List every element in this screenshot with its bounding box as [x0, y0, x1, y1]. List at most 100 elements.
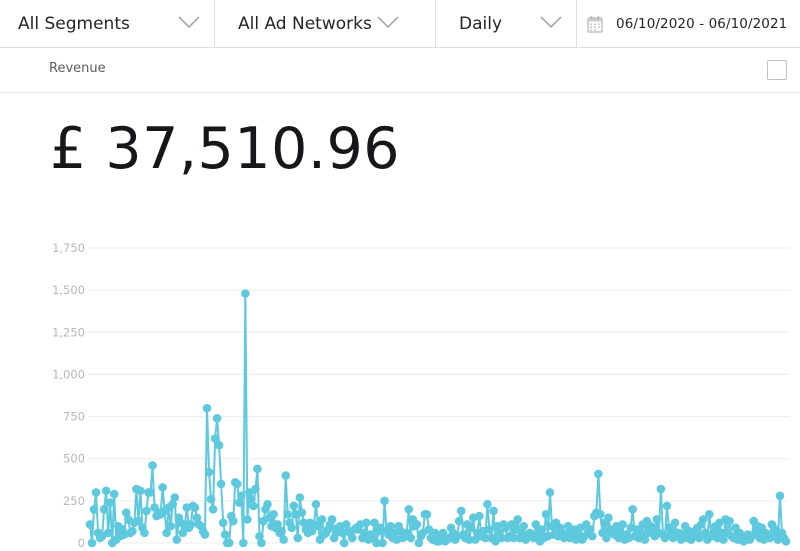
data-point[interactable] [497, 533, 506, 543]
data-point[interactable] [311, 499, 321, 509]
data-point[interactable] [263, 499, 272, 509]
data-point[interactable] [172, 535, 182, 544]
data-point[interactable] [99, 504, 109, 514]
data-point[interactable] [705, 510, 714, 519]
data-point[interactable] [109, 489, 119, 499]
data-point[interactable] [204, 467, 214, 477]
data-point[interactable] [545, 488, 555, 497]
granularity-dropdown[interactable]: Daily [436, 0, 577, 47]
data-point[interactable] [299, 518, 309, 528]
data-point[interactable] [142, 506, 151, 516]
data-point[interactable] [190, 503, 200, 512]
data-point[interactable] [232, 479, 242, 489]
data-point[interactable] [202, 403, 212, 413]
data-point[interactable] [208, 504, 218, 514]
data-point[interactable] [404, 504, 414, 514]
data-point[interactable] [313, 521, 323, 531]
data-point[interactable] [466, 523, 476, 533]
data-point[interactable] [253, 464, 262, 474]
data-point[interactable] [781, 537, 791, 546]
data-point[interactable] [370, 518, 379, 528]
data-point[interactable] [430, 528, 440, 538]
data-point[interactable] [220, 530, 230, 539]
data-point[interactable] [200, 530, 210, 539]
data-point[interactable] [216, 479, 226, 489]
data-point[interactable] [618, 520, 627, 529]
data-point[interactable] [307, 526, 317, 536]
data-point[interactable] [596, 510, 605, 519]
data-point[interactable] [454, 516, 464, 526]
data-point[interactable] [281, 471, 290, 480]
data-point[interactable] [293, 533, 303, 543]
data-point[interactable] [251, 484, 260, 494]
data-point[interactable] [380, 496, 389, 506]
data-point[interactable] [237, 491, 246, 501]
data-point[interactable] [662, 501, 672, 511]
data-point[interactable] [243, 515, 252, 524]
data-point[interactable] [257, 538, 266, 548]
segment-dropdown[interactable]: All Segments [0, 0, 215, 47]
data-point[interactable] [279, 535, 288, 544]
data-point[interactable] [694, 533, 704, 543]
data-point[interactable] [192, 513, 202, 523]
data-point[interactable] [224, 538, 234, 548]
date-range-picker[interactable]: 06/10/2020 - 06/10/2021 [577, 0, 800, 47]
data-point[interactable] [210, 434, 220, 443]
data-point[interactable] [239, 538, 248, 548]
data-point[interactable] [464, 535, 474, 544]
data-point[interactable] [136, 486, 145, 496]
data-point[interactable] [158, 483, 167, 492]
data-point[interactable] [287, 523, 297, 533]
data-point[interactable] [531, 520, 541, 529]
data-point[interactable] [362, 518, 371, 528]
data-point[interactable] [414, 538, 424, 548]
data-point[interactable] [372, 538, 381, 548]
data-point[interactable] [628, 504, 637, 514]
data-point[interactable] [604, 513, 613, 523]
data-point[interactable] [327, 515, 337, 524]
data-point[interactable] [317, 515, 327, 524]
data-point[interactable] [378, 538, 387, 548]
ad-network-dropdown[interactable]: All Ad Networks [215, 0, 436, 47]
data-point[interactable] [89, 504, 99, 514]
data-point[interactable] [241, 289, 250, 298]
data-point[interactable] [289, 501, 299, 511]
data-point[interactable] [648, 523, 658, 533]
data-point[interactable] [214, 440, 224, 450]
data-point[interactable] [134, 516, 143, 526]
data-point[interactable] [725, 516, 734, 526]
data-point[interactable] [588, 531, 597, 541]
data-point[interactable] [341, 520, 351, 529]
data-point[interactable] [85, 520, 95, 529]
data-point[interactable] [602, 533, 611, 543]
data-point[interactable] [146, 488, 155, 497]
data-point[interactable] [537, 525, 547, 534]
data-point[interactable] [91, 488, 101, 497]
data-point[interactable] [166, 521, 175, 531]
data-point[interactable] [87, 538, 97, 548]
data-point[interactable] [140, 528, 149, 538]
data-point[interactable] [541, 510, 551, 519]
data-point[interactable] [660, 533, 670, 543]
data-point[interactable] [228, 516, 238, 526]
data-point[interactable] [212, 413, 222, 423]
data-point[interactable] [105, 498, 115, 507]
data-point[interactable] [670, 518, 680, 528]
data-point[interactable] [438, 528, 448, 538]
metric-checkbox[interactable] [767, 60, 787, 80]
data-point[interactable] [249, 501, 258, 511]
data-point[interactable] [775, 491, 785, 501]
data-point[interactable] [640, 535, 650, 544]
data-point[interactable] [586, 525, 595, 534]
data-point[interactable] [101, 486, 111, 496]
data-point[interactable] [283, 510, 293, 519]
data-point[interactable] [103, 528, 113, 538]
data-point[interactable] [128, 526, 137, 536]
data-point[interactable] [594, 469, 603, 479]
data-point[interactable] [475, 511, 484, 521]
data-point[interactable] [412, 520, 422, 529]
data-point[interactable] [422, 510, 432, 519]
data-point[interactable] [206, 494, 216, 504]
data-point[interactable] [269, 510, 278, 519]
data-point[interactable] [234, 498, 244, 507]
